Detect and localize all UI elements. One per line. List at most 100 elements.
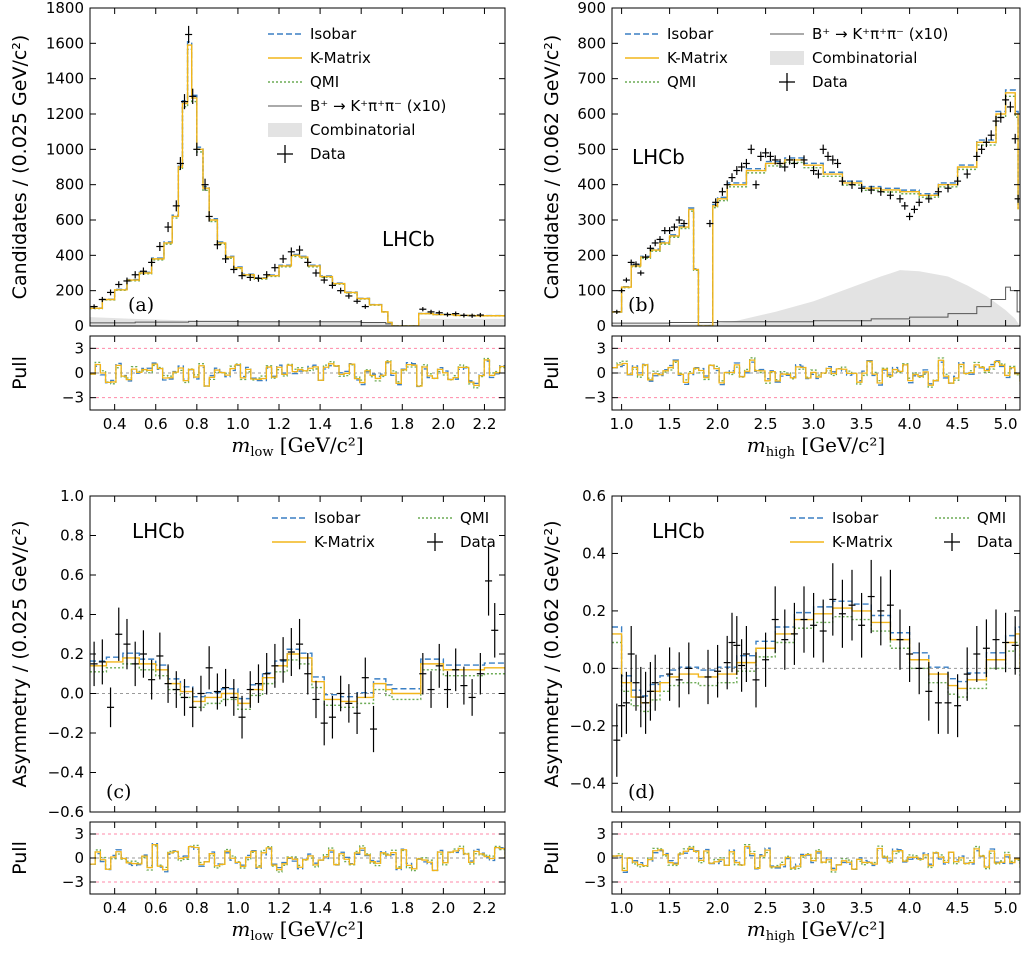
data-point (706, 219, 714, 228)
data-point (824, 151, 832, 162)
x-tick-label: 4.0 (898, 415, 922, 433)
data-point (771, 155, 779, 165)
data-point (963, 647, 971, 701)
data-point (800, 155, 808, 165)
data-point (910, 205, 918, 214)
kmatrix-curve (612, 607, 1020, 704)
y-tick-label: −0.2 (570, 717, 606, 735)
panel-label: (a) (128, 294, 154, 316)
data-point (246, 671, 254, 708)
x-axis-label: mlow [GeV/c²] (231, 917, 363, 944)
isobar-curve (90, 648, 505, 700)
legend-label: QMI (977, 509, 1006, 527)
data-point (287, 628, 295, 677)
data-point (738, 162, 746, 172)
pull-tick-label: 3 (74, 825, 84, 843)
data-point (925, 194, 933, 203)
data-point (98, 639, 106, 685)
data-point (646, 245, 654, 252)
x-tick-label: 4.5 (946, 415, 970, 433)
pull-tick-label: −3 (584, 389, 606, 407)
x-axis-label: mlow [GeV/c²] (231, 433, 363, 460)
y-tick-label: 1400 (46, 70, 84, 88)
y-tick-label: 500 (577, 140, 606, 158)
y-tick-label: 800 (55, 176, 84, 194)
y-tick-label: 0.0 (582, 659, 606, 677)
data-point (838, 176, 846, 186)
pull-axis-label: Pull (9, 841, 31, 875)
data-point (180, 94, 189, 110)
data-point (886, 569, 894, 641)
pull-tick-label: 3 (596, 339, 606, 357)
signal-line (90, 320, 393, 326)
data-point (452, 648, 460, 692)
data-point (222, 668, 230, 707)
data-point (164, 222, 172, 233)
data-point (263, 653, 271, 695)
y-tick-label: 1800 (46, 0, 84, 17)
x-tick-label: 1.2 (267, 899, 291, 917)
legend-label: B⁺ → K⁺π⁺π⁻ (x10) (812, 25, 948, 43)
data-point (279, 254, 287, 263)
data-point (666, 647, 674, 701)
data-point (361, 304, 369, 309)
legend-label: QMI (310, 73, 339, 91)
legend-label: K-Matrix (667, 49, 728, 67)
kmatrix-pull (90, 359, 505, 387)
data-point (896, 609, 904, 670)
x-tick-label: 5.0 (994, 415, 1018, 433)
y-tick-label: 0.6 (60, 566, 84, 584)
data-point (742, 625, 750, 683)
data-point (613, 703, 621, 777)
data-point (848, 569, 856, 641)
data-point (353, 298, 361, 304)
legend-label: QMI (460, 509, 489, 527)
data-point (185, 25, 193, 44)
legend-label: QMI (667, 73, 696, 91)
legend-item-qmi: QMI (935, 509, 1006, 527)
data-point (468, 679, 476, 716)
data-point (443, 312, 452, 317)
x-tick-label: 1.5 (658, 899, 682, 917)
plot-frame (611, 7, 1021, 327)
data-point (452, 311, 460, 316)
x-tick-label: 4.0 (898, 899, 922, 917)
data-point (651, 239, 659, 247)
pull-tick-label: −3 (62, 873, 84, 891)
data-point (622, 671, 630, 734)
data-point (627, 625, 635, 683)
data-point (263, 271, 271, 279)
x-tick-label: 2.5 (754, 899, 778, 917)
y-tick-label: 0.4 (582, 544, 606, 562)
data-point (172, 200, 180, 212)
pull-tick-label: 0 (596, 364, 606, 382)
combinatorial-area (612, 270, 1020, 326)
data-point (443, 671, 452, 708)
y-tick-label: 700 (577, 70, 606, 88)
x-tick-label: 1.8 (390, 899, 414, 917)
data-point (670, 223, 678, 231)
x-tick-label: 3.0 (802, 415, 826, 433)
y-tick-label: 600 (577, 105, 606, 123)
pull-panel-b: −3 0 3 Pull 1.0 1.5 2.0 2.5 3.0 3.5 4.0 4.5 5.0 (541, 335, 1021, 433)
data-point (728, 173, 736, 182)
data-point (915, 198, 923, 207)
y-tick-label: 0.4 (60, 606, 84, 624)
data-point (271, 263, 279, 272)
data-point (287, 247, 295, 257)
data-point (419, 653, 427, 695)
panel-d: −0.4 −0.2 0.0 0.2 0.4 0.6 Asymmetry / (0.062 G… (541, 487, 1021, 944)
data-point (1002, 94, 1010, 106)
data-point (877, 187, 885, 196)
y-tick-label: 200 (55, 282, 84, 300)
data-point (189, 88, 197, 104)
data-point (992, 609, 1000, 670)
y-axis-label: Asymmetry / (0.025 GeV/c²) (9, 521, 31, 788)
y-tick-label: 800 (577, 34, 606, 52)
data-point (810, 166, 818, 175)
data-point (115, 607, 123, 661)
y-tick-label: 1000 (46, 140, 84, 158)
x-tick-label: 2.5 (754, 415, 778, 433)
data-point (766, 151, 774, 162)
data-point (954, 176, 962, 186)
